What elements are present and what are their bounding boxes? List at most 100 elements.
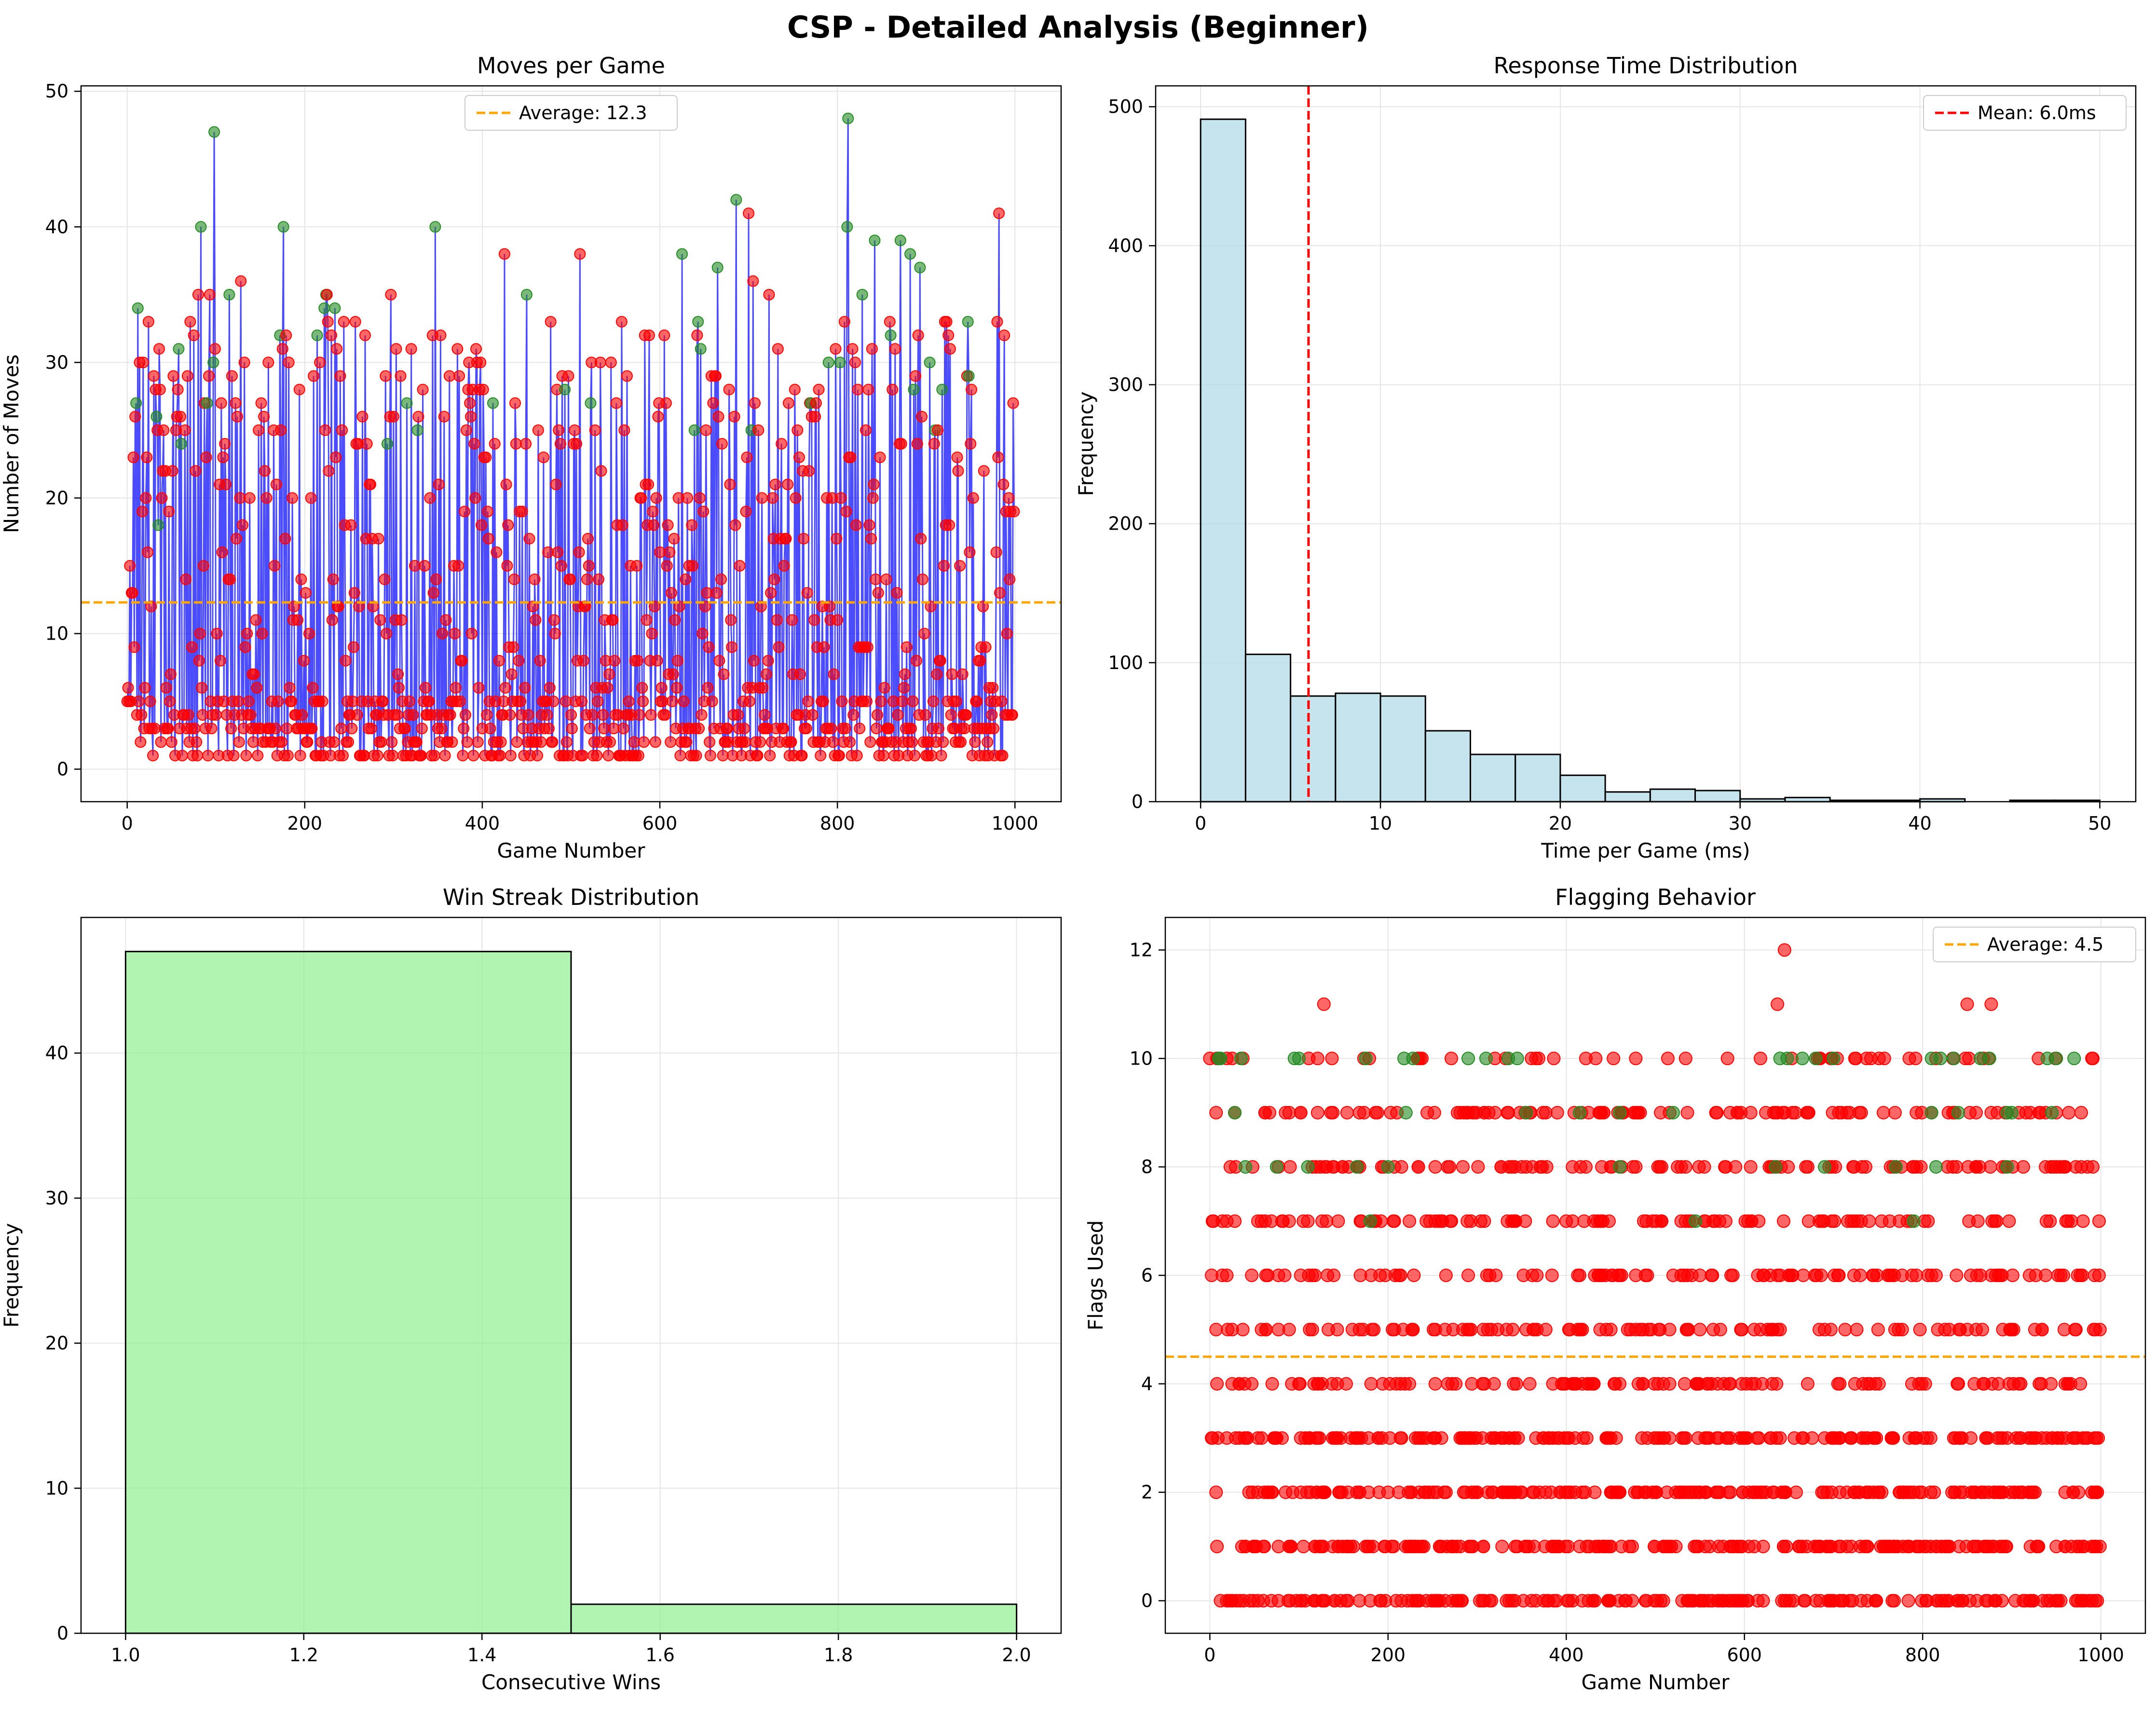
- loss-point: [836, 696, 848, 708]
- loss-point: [1595, 1160, 1609, 1174]
- loss-point: [262, 356, 274, 369]
- loss-point: [353, 601, 365, 613]
- loss-point: [687, 560, 699, 572]
- loss-point: [2080, 1160, 2094, 1174]
- loss-point: [715, 574, 727, 586]
- loss-point: [1725, 1540, 1739, 1554]
- loss-point: [1950, 1160, 1964, 1174]
- loss-point: [2076, 1214, 2090, 1228]
- loss-point: [840, 506, 852, 518]
- loss-point: [710, 370, 722, 382]
- win-point: [1817, 1160, 1831, 1174]
- loss-point: [833, 750, 845, 762]
- loss-point: [806, 709, 819, 721]
- win-point: [924, 356, 936, 369]
- loss-point: [1523, 1377, 1537, 1391]
- loss-point: [1751, 1594, 1765, 1608]
- loss-point: [493, 655, 505, 667]
- loss-point: [1665, 1540, 1678, 1554]
- loss-point: [2061, 1377, 2075, 1391]
- loss-point: [1409, 1431, 1423, 1445]
- loss-point: [901, 641, 913, 653]
- loss-point: [1431, 1594, 1445, 1608]
- loss-point: [1796, 1269, 1810, 1282]
- loss-point: [1461, 1269, 1475, 1282]
- loss-point: [696, 628, 709, 640]
- win-point: [688, 424, 700, 436]
- loss-point: [934, 655, 946, 667]
- loss-point: [1322, 1323, 1336, 1337]
- loss-point: [743, 696, 755, 708]
- loss-point: [706, 696, 718, 708]
- win-point: [908, 383, 920, 396]
- loss-point: [701, 587, 713, 599]
- loss-point: [956, 668, 969, 680]
- loss-point: [461, 736, 473, 748]
- loss-point: [860, 424, 872, 436]
- loss-point: [581, 574, 593, 586]
- loss-point: [880, 574, 892, 586]
- x-tick-label: 30: [1729, 813, 1752, 834]
- loss-point: [725, 614, 737, 626]
- loss-point: [1678, 1052, 1692, 1066]
- loss-point: [1443, 1160, 1457, 1174]
- win-point: [1399, 1106, 1413, 1120]
- loss-point: [766, 492, 778, 504]
- loss-point: [1787, 1594, 1801, 1608]
- loss-point: [994, 587, 1006, 599]
- loss-point: [322, 316, 334, 328]
- loss-point: [377, 696, 389, 708]
- loss-point: [1550, 1106, 1564, 1120]
- loss-point: [330, 451, 342, 464]
- loss-point: [755, 601, 767, 613]
- loss-point: [697, 506, 710, 518]
- loss-point: [1969, 1106, 1983, 1120]
- loss-point: [226, 370, 238, 382]
- win-point: [2005, 1106, 2019, 1120]
- loss-point: [1383, 1377, 1397, 1391]
- loss-point: [1813, 1594, 1827, 1608]
- loss-point: [1626, 1160, 1640, 1174]
- loss-point: [473, 682, 485, 694]
- loss-point: [638, 736, 650, 748]
- loss-point: [238, 356, 250, 369]
- loss-point: [294, 750, 306, 762]
- loss-point: [1383, 1431, 1397, 1445]
- loss-point: [545, 316, 557, 328]
- loss-point: [593, 574, 605, 586]
- loss-point: [801, 587, 813, 599]
- legend-label: Mean: 6.0ms: [1978, 102, 2096, 123]
- loss-point: [1640, 1269, 1654, 1282]
- loss-point: [777, 723, 789, 735]
- win-point: [1572, 1106, 1586, 1120]
- loss-point: [992, 451, 1004, 464]
- loss-point: [444, 709, 456, 721]
- loss-point: [925, 601, 937, 613]
- loss-point: [813, 383, 825, 396]
- loss-point: [1232, 1377, 1246, 1391]
- loss-point: [145, 601, 157, 613]
- loss-point: [1251, 1214, 1265, 1228]
- loss-point: [215, 397, 227, 409]
- loss-point: [1747, 1540, 1761, 1554]
- loss-point: [1910, 1431, 1924, 1445]
- loss-point: [1561, 1540, 1575, 1554]
- loss-point: [2062, 1106, 2076, 1120]
- loss-point: [1268, 1431, 1282, 1445]
- loss-point: [192, 288, 204, 301]
- y-axis-label: Number of Moves: [0, 355, 23, 533]
- loss-point: [2039, 1214, 2053, 1228]
- loss-point: [1888, 1106, 1902, 1120]
- loss-point: [1514, 1485, 1528, 1499]
- loss-point: [868, 479, 880, 491]
- loss-point: [387, 750, 399, 762]
- loss-point: [818, 641, 830, 653]
- win-point: [223, 288, 235, 301]
- loss-point: [800, 723, 812, 735]
- loss-point: [387, 410, 399, 423]
- x-axis-label: Time per Game (ms): [1541, 839, 1750, 862]
- loss-point: [541, 709, 553, 721]
- win-point: [842, 112, 854, 124]
- loss-point: [1296, 1214, 1310, 1228]
- loss-point: [326, 329, 338, 342]
